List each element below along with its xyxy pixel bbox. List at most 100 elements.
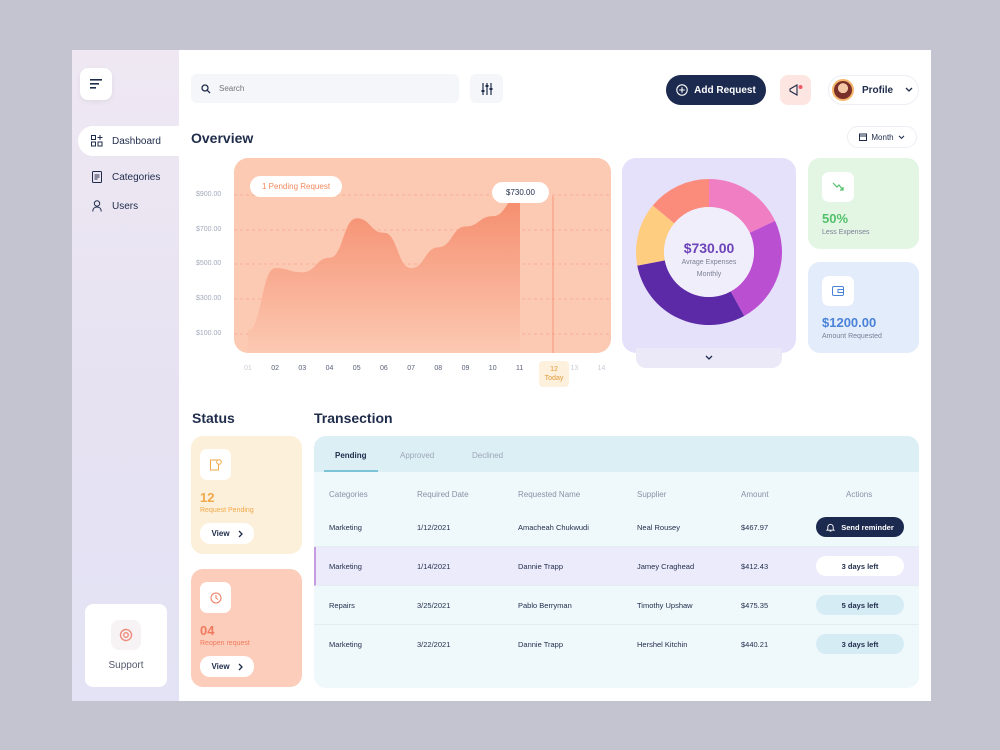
view-button[interactable]: View (200, 523, 254, 544)
days-left-badge: 5 days left (816, 595, 904, 615)
x-axis-label: 02 (271, 365, 279, 372)
cell-amount: $412.43 (741, 562, 769, 571)
column-header: Supplier (637, 490, 667, 499)
trend-down-icon (822, 172, 854, 202)
area-series (248, 195, 520, 353)
table-row[interactable]: Repairs 3/25/2021 Pablo Berryman Timothy… (314, 586, 919, 625)
sliders-icon (481, 82, 492, 95)
sidebar-item-label: Dashboard (112, 135, 161, 147)
x-axis-label: 11 (516, 365, 524, 372)
y-axis-label: $900.00 (196, 191, 222, 198)
donut-card (622, 158, 796, 353)
today-day: 12 (550, 366, 558, 373)
chevron-right-icon (238, 530, 243, 537)
sidebar-item-users[interactable]: Users (78, 191, 138, 221)
period-select[interactable]: Month (847, 126, 917, 148)
chevron-down-icon (898, 134, 904, 139)
days-left-badge: 3 days left (816, 634, 904, 654)
status-count: 12 (200, 490, 215, 505)
profile-menu[interactable]: Profile (828, 75, 919, 105)
document-icon (90, 170, 104, 184)
column-header: Actions (846, 490, 873, 499)
wallet-icon (822, 276, 854, 306)
document-clock-icon (200, 449, 231, 480)
search-input[interactable] (219, 84, 419, 93)
cell-name: Dannie Trapp (518, 640, 564, 649)
today-marker: 12 Today (539, 361, 569, 387)
support-button[interactable]: Support (85, 604, 167, 687)
donut-hole (664, 207, 754, 297)
add-request-button[interactable]: Add Request (666, 75, 766, 105)
dashboard-icon (90, 134, 104, 148)
cell-date: 3/25/2021 (417, 601, 451, 610)
x-axis-label: 13 (570, 365, 579, 372)
x-axis-label: 10 (488, 365, 497, 372)
column-header: Amount (741, 490, 769, 499)
donut-segment (709, 179, 776, 233)
stat-label: Less Expenses (822, 229, 870, 236)
cell-date: 1/12/2021 (417, 523, 451, 532)
chevron-down-icon (905, 87, 913, 92)
menu-button[interactable] (80, 68, 112, 100)
status-label: Request Pending (200, 507, 254, 514)
days-left-badge: 3 days left (816, 556, 904, 576)
x-axis-label: 01 (244, 365, 252, 372)
bell-icon (826, 523, 836, 532)
table-row[interactable]: Marketing 1/14/2021 Dannie Trapp Jamey C… (314, 547, 919, 586)
sidebar-item-label: Categories (112, 171, 161, 183)
stat-value: 50% (822, 211, 849, 226)
donut-expand-button[interactable] (636, 348, 782, 368)
cell-supplier: Timothy Upshaw (637, 601, 693, 610)
cell-category: Marketing (329, 640, 362, 649)
stat-value: $1200.00 (822, 315, 877, 330)
donut-segment (730, 220, 782, 316)
view-button[interactable]: View (200, 656, 254, 677)
table-row[interactable]: Marketing 1/12/2021 Amacheah Chukwudi Ne… (314, 508, 919, 547)
cell-supplier: Jamey Craghead (637, 562, 695, 571)
active-tab-indicator (324, 470, 378, 472)
search-bar[interactable] (191, 74, 459, 103)
chevron-down-icon (705, 355, 713, 360)
app-window: Dashboard Categories Users Support Add R… (72, 50, 931, 701)
column-header: Requested Name (518, 490, 581, 499)
filter-button[interactable] (470, 74, 503, 103)
status-title: Status (192, 410, 235, 426)
x-axis-label: 08 (434, 365, 443, 372)
transactions-table: Pending Approved Declined Categories Req… (314, 436, 919, 688)
support-label: Support (108, 660, 144, 671)
tab-declined[interactable]: Declined (472, 451, 504, 460)
cell-date: 1/14/2021 (417, 562, 451, 571)
sidebar-item-dashboard[interactable]: Dashboard (78, 126, 185, 156)
amount-requested-card: $1200.00 Amount Requested (808, 262, 919, 353)
tab-approved[interactable]: Approved (400, 451, 435, 460)
area-chart-svg (234, 194, 611, 353)
avatar (832, 79, 854, 101)
cell-amount: $475.35 (741, 601, 769, 610)
cell-supplier: Hershel Kitchin (637, 640, 688, 649)
y-axis-label: $300.00 (196, 295, 222, 302)
column-header: Categories (329, 490, 368, 499)
profile-label: Profile (862, 84, 894, 96)
sidebar: Dashboard Categories Users Support (72, 50, 185, 701)
send-reminder-button[interactable]: Send reminder (816, 517, 904, 537)
view-label: View (211, 662, 230, 671)
x-axis-label: 14 (597, 365, 606, 372)
donut-subtitle: Avrage Expenses (681, 259, 737, 266)
clock-icon (200, 582, 231, 613)
table-row[interactable]: Marketing 3/22/2021 Dannie Trapp Hershel… (314, 625, 919, 664)
calendar-icon (859, 133, 868, 141)
cell-category: Marketing (329, 523, 362, 532)
lifebuoy-icon (111, 620, 141, 650)
cell-date: 3/22/2021 (417, 640, 451, 649)
overview-title: Overview (191, 130, 254, 146)
cell-category: Repairs (329, 601, 355, 610)
y-axis-label: $500.00 (196, 260, 222, 267)
expense-chart: 1 Pending Request $730.00 (234, 158, 611, 353)
view-label: View (211, 529, 230, 538)
notification-button[interactable] (780, 75, 811, 105)
tab-pending[interactable]: Pending (335, 451, 367, 460)
reopen-status-card: 04 Reopen request View (191, 569, 302, 687)
donut-chart-svg (636, 179, 782, 325)
x-axis-label: 07 (407, 365, 415, 372)
sidebar-item-categories[interactable]: Categories (78, 162, 160, 192)
